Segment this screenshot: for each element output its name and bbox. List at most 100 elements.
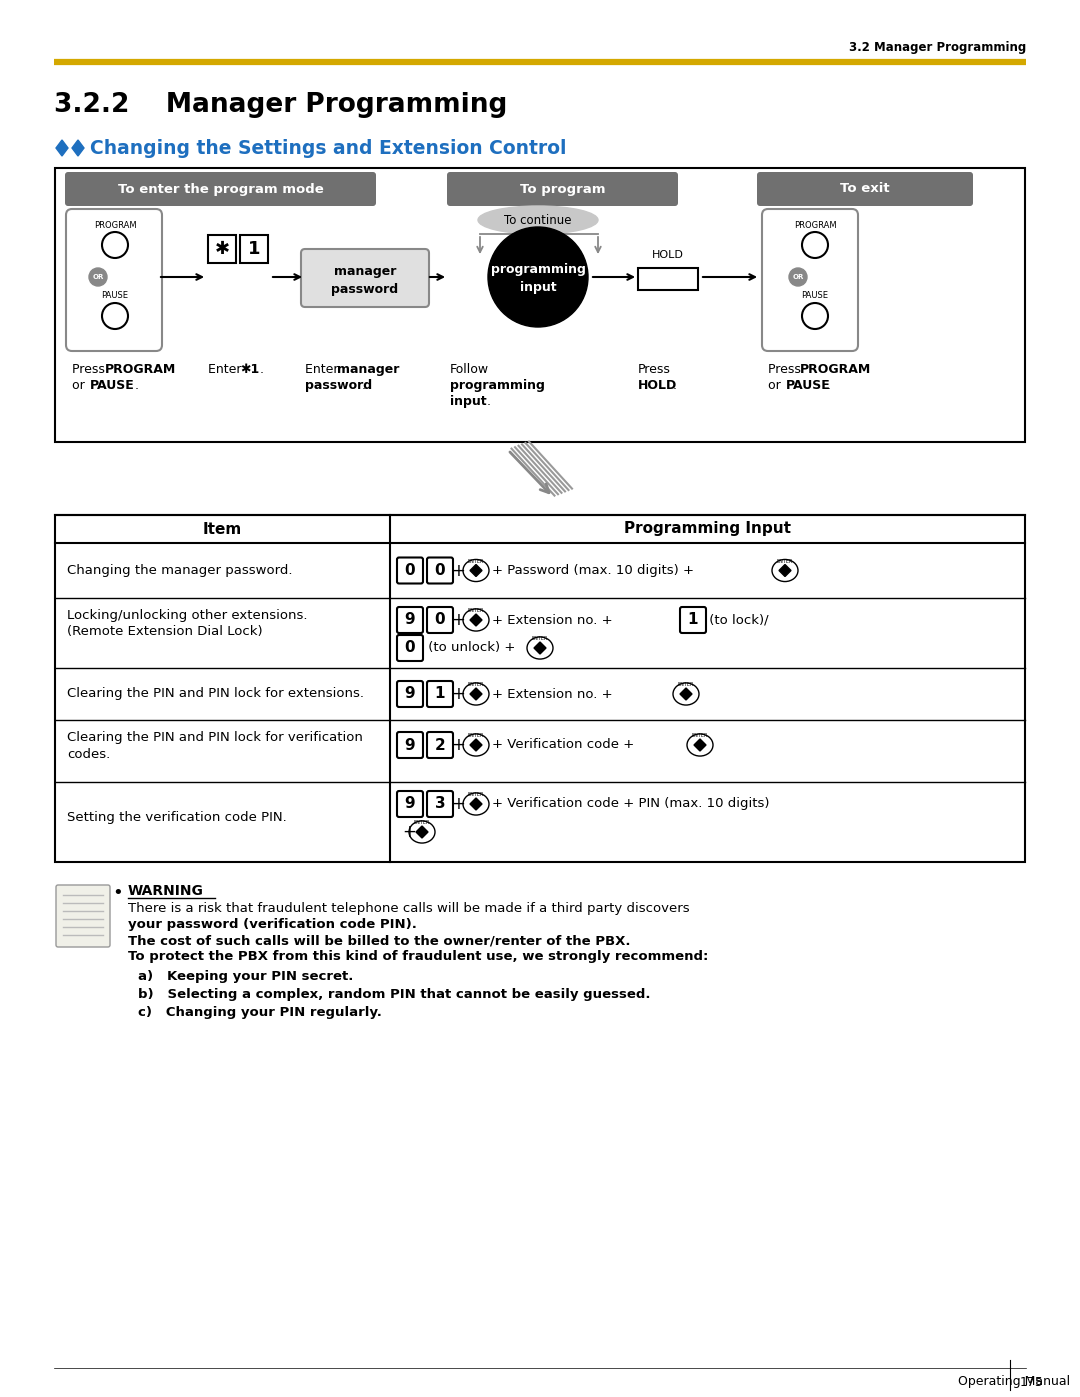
Ellipse shape bbox=[463, 559, 489, 581]
FancyBboxPatch shape bbox=[427, 557, 453, 584]
Text: ENTER: ENTER bbox=[468, 682, 484, 687]
Text: 9: 9 bbox=[405, 738, 416, 753]
Text: b)   Selecting a complex, random PIN that cannot be easily guessed.: b) Selecting a complex, random PIN that … bbox=[138, 988, 650, 1002]
Text: (to unlock) +: (to unlock) + bbox=[424, 641, 515, 655]
Text: Changing the manager password.: Changing the manager password. bbox=[67, 564, 293, 577]
Polygon shape bbox=[779, 564, 791, 577]
Text: password: password bbox=[305, 379, 373, 393]
Polygon shape bbox=[470, 615, 482, 626]
Text: Press: Press bbox=[638, 363, 671, 376]
Bar bbox=[55, 168, 1025, 441]
Bar bbox=[55, 515, 1025, 862]
FancyBboxPatch shape bbox=[397, 608, 423, 633]
FancyBboxPatch shape bbox=[397, 680, 423, 707]
Circle shape bbox=[802, 303, 828, 330]
Polygon shape bbox=[534, 643, 546, 654]
Text: .: . bbox=[260, 363, 264, 376]
FancyBboxPatch shape bbox=[397, 732, 423, 759]
Text: +: + bbox=[451, 736, 464, 754]
Text: 3: 3 bbox=[434, 796, 445, 812]
Text: To protect the PBX from this kind of fraudulent use, we strongly recommend:: To protect the PBX from this kind of fra… bbox=[129, 950, 708, 963]
Text: Programming Input: Programming Input bbox=[624, 521, 791, 536]
Text: ENTER: ENTER bbox=[692, 733, 708, 739]
Polygon shape bbox=[680, 687, 692, 700]
Text: .: . bbox=[362, 379, 366, 393]
Text: 0: 0 bbox=[434, 612, 445, 627]
FancyBboxPatch shape bbox=[397, 557, 423, 584]
Text: •: • bbox=[112, 884, 123, 902]
Text: 3.2 Manager Programming: 3.2 Manager Programming bbox=[849, 41, 1026, 53]
Text: ENTER: ENTER bbox=[678, 682, 694, 687]
FancyBboxPatch shape bbox=[65, 172, 376, 205]
Text: Clearing the PIN and PIN lock for extensions.: Clearing the PIN and PIN lock for extens… bbox=[67, 687, 364, 700]
Text: To exit: To exit bbox=[840, 183, 890, 196]
FancyBboxPatch shape bbox=[208, 235, 237, 263]
Bar bbox=[638, 268, 698, 291]
Text: input: input bbox=[519, 281, 556, 293]
Text: ENTER: ENTER bbox=[468, 609, 484, 613]
Text: ✱: ✱ bbox=[215, 240, 230, 258]
FancyBboxPatch shape bbox=[427, 608, 453, 633]
Text: manager: manager bbox=[337, 363, 400, 376]
Text: Operating Manual: Operating Manual bbox=[958, 1376, 1070, 1389]
Text: + Extension no. +: + Extension no. + bbox=[492, 687, 612, 700]
Text: PROGRAM: PROGRAM bbox=[94, 221, 136, 229]
Text: ENTER: ENTER bbox=[468, 559, 484, 564]
Text: ENTER: ENTER bbox=[777, 559, 793, 564]
Ellipse shape bbox=[772, 559, 798, 581]
Text: HOLD: HOLD bbox=[638, 379, 677, 393]
FancyBboxPatch shape bbox=[56, 886, 110, 947]
Text: .: . bbox=[135, 379, 139, 393]
Text: OR: OR bbox=[92, 274, 104, 279]
Text: 0: 0 bbox=[405, 563, 416, 578]
Text: WARNING: WARNING bbox=[129, 884, 204, 898]
Text: 0: 0 bbox=[434, 563, 445, 578]
Text: programming: programming bbox=[450, 379, 545, 393]
Polygon shape bbox=[56, 140, 68, 156]
Text: To program: To program bbox=[519, 183, 605, 196]
Text: +: + bbox=[451, 795, 464, 813]
FancyBboxPatch shape bbox=[397, 791, 423, 817]
Text: +: + bbox=[451, 685, 464, 703]
Circle shape bbox=[102, 303, 129, 330]
Text: Press: Press bbox=[72, 363, 109, 376]
Text: (Remote Extension Dial Lock): (Remote Extension Dial Lock) bbox=[67, 626, 262, 638]
Ellipse shape bbox=[527, 637, 553, 659]
Text: + Verification code + PIN (max. 10 digits): + Verification code + PIN (max. 10 digit… bbox=[492, 798, 769, 810]
Polygon shape bbox=[470, 798, 482, 810]
FancyBboxPatch shape bbox=[762, 210, 858, 351]
Ellipse shape bbox=[687, 733, 713, 756]
Text: .: . bbox=[827, 379, 831, 393]
Text: (to lock)/: (to lock)/ bbox=[705, 613, 769, 626]
Text: or: or bbox=[72, 379, 89, 393]
FancyBboxPatch shape bbox=[447, 172, 678, 205]
Text: c)   Changing your PIN regularly.: c) Changing your PIN regularly. bbox=[138, 1006, 382, 1018]
Text: 9: 9 bbox=[405, 612, 416, 627]
Text: PROGRAM: PROGRAM bbox=[105, 363, 176, 376]
FancyBboxPatch shape bbox=[680, 608, 706, 633]
Text: .: . bbox=[673, 379, 677, 393]
Text: The cost of such calls will be billed to the owner/renter of the PBX.: The cost of such calls will be billed to… bbox=[129, 935, 631, 947]
Polygon shape bbox=[470, 564, 482, 577]
Text: Setting the verification code PIN.: Setting the verification code PIN. bbox=[67, 810, 287, 823]
Text: 9: 9 bbox=[405, 796, 416, 812]
Polygon shape bbox=[470, 687, 482, 700]
Text: input: input bbox=[450, 395, 487, 408]
Text: Clearing the PIN and PIN lock for verification: Clearing the PIN and PIN lock for verifi… bbox=[67, 731, 363, 743]
Text: PAUSE: PAUSE bbox=[90, 379, 135, 393]
FancyBboxPatch shape bbox=[397, 636, 423, 661]
FancyBboxPatch shape bbox=[301, 249, 429, 307]
Polygon shape bbox=[694, 739, 706, 752]
Circle shape bbox=[802, 232, 828, 258]
Text: codes.: codes. bbox=[67, 747, 110, 760]
Text: 175: 175 bbox=[1020, 1376, 1044, 1389]
Text: manager: manager bbox=[334, 264, 396, 278]
Ellipse shape bbox=[463, 683, 489, 705]
Text: 3.2.2    Manager Programming: 3.2.2 Manager Programming bbox=[54, 92, 508, 117]
Text: To continue: To continue bbox=[504, 214, 571, 226]
Text: HOLD: HOLD bbox=[652, 250, 684, 260]
Ellipse shape bbox=[463, 793, 489, 814]
Text: There is a risk that fraudulent telephone calls will be made if a third party di: There is a risk that fraudulent telephon… bbox=[129, 902, 690, 915]
Text: +: + bbox=[451, 610, 464, 629]
Text: .: . bbox=[487, 395, 491, 408]
